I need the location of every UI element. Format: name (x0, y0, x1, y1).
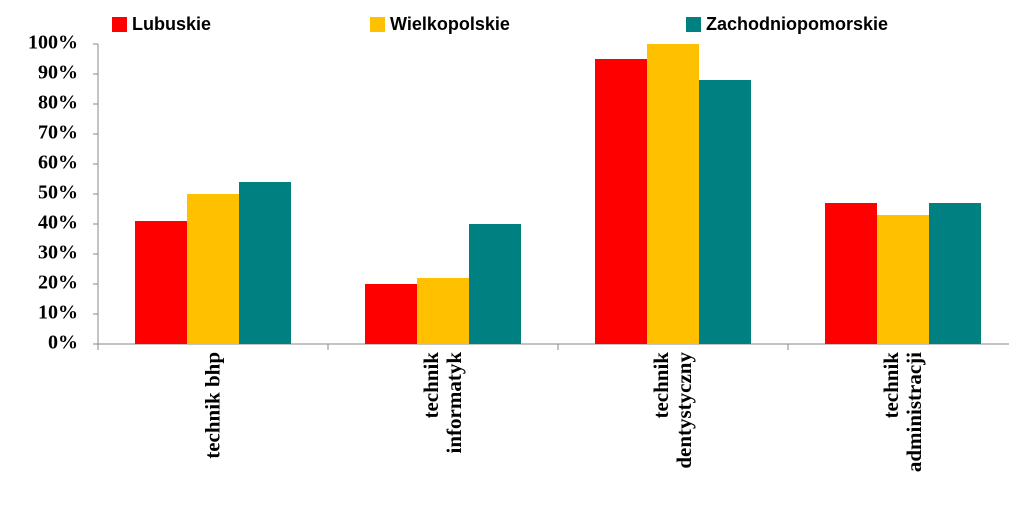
y-tick-label: 80% (38, 92, 78, 114)
bar (877, 215, 929, 344)
legend-swatch (370, 17, 385, 32)
legend-label: Wielkopolskie (390, 14, 510, 34)
y-tick-label: 60% (38, 152, 78, 174)
bar (469, 224, 521, 344)
legend-label: Lubuskie (132, 14, 211, 34)
bar (699, 80, 751, 344)
legend-swatch (686, 17, 701, 32)
y-tick-label: 90% (38, 62, 78, 84)
bar (135, 221, 187, 344)
bar (825, 203, 877, 344)
x-tick-label: technik informatyk (419, 352, 466, 454)
legend-swatch (112, 17, 127, 32)
y-tick-label: 0% (48, 332, 78, 354)
x-tick-label: technik dentystyczny (649, 352, 696, 469)
bar (187, 194, 239, 344)
x-tick-label: technik administracji (879, 352, 926, 473)
y-tick-label: 40% (38, 212, 78, 234)
x-tick-label: technik bhp (200, 352, 225, 459)
bar (595, 59, 647, 344)
bar (647, 44, 699, 344)
y-tick-label: 70% (38, 122, 78, 144)
bar (239, 182, 291, 344)
bar (365, 284, 417, 344)
legend-label: Zachodniopomorskie (706, 14, 888, 34)
y-tick-label: 100% (28, 32, 78, 54)
y-tick-label: 10% (38, 302, 78, 324)
y-tick-label: 20% (38, 272, 78, 294)
y-tick-label: 30% (38, 242, 78, 264)
bar (929, 203, 981, 344)
y-tick-label: 50% (38, 182, 78, 204)
bar (417, 278, 469, 344)
